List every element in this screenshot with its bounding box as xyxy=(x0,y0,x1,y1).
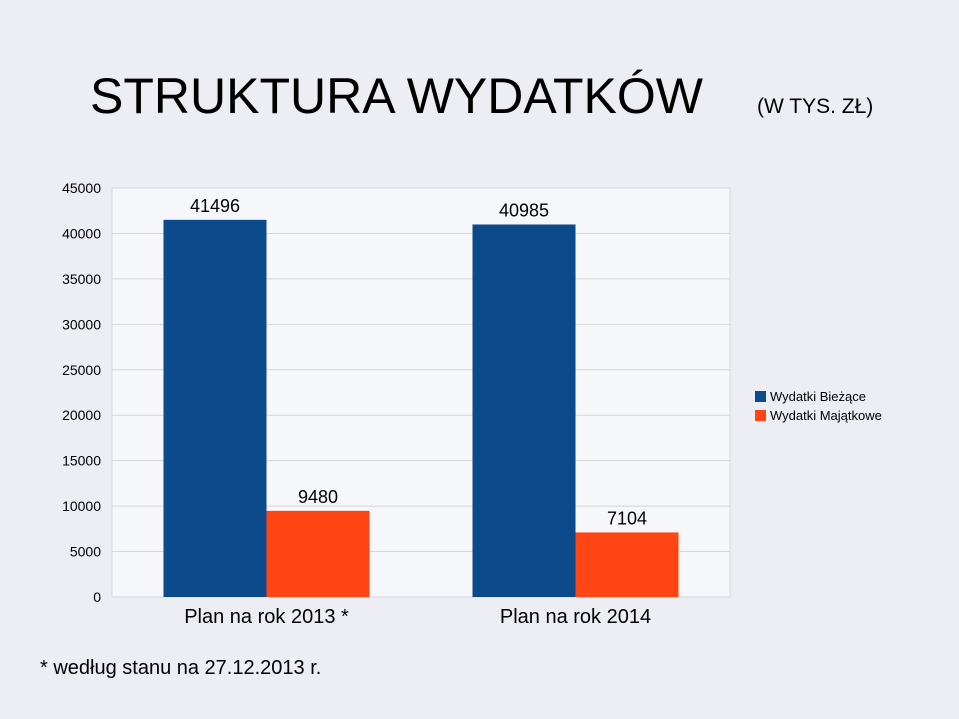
y-tick-label: 30000 xyxy=(62,316,101,332)
x-tick-label: Plan na rok 2014 xyxy=(500,606,651,628)
data-label: 41496 xyxy=(190,196,240,216)
y-tick-label: 45000 xyxy=(62,180,101,196)
bar xyxy=(472,224,576,597)
y-tick-label: 25000 xyxy=(62,362,101,378)
y-tick-label: 20000 xyxy=(62,407,101,423)
legend-swatch xyxy=(755,391,766,402)
y-tick-label: 15000 xyxy=(62,453,101,469)
y-tick-label: 0 xyxy=(93,589,101,605)
data-label: 7104 xyxy=(607,508,647,528)
bar xyxy=(266,510,370,597)
bar xyxy=(163,219,267,597)
y-tick-label: 5000 xyxy=(70,544,101,560)
data-label: 40985 xyxy=(499,200,549,220)
legend-label: Wydatki Majątkowe xyxy=(770,408,882,423)
y-tick-label: 40000 xyxy=(62,225,101,241)
legend-swatch xyxy=(755,410,766,421)
x-tick-label: Plan na rok 2013 * xyxy=(184,606,349,628)
chart-subtitle: (W TYS. ZŁ) xyxy=(757,95,873,118)
chart-title: STRUKTURA WYDATKÓW xyxy=(90,68,704,124)
y-tick-label: 10000 xyxy=(62,498,101,514)
legend-label: Wydatki Bieżące xyxy=(770,389,866,404)
footnote: * według stanu na 27.12.2013 r. xyxy=(40,657,321,679)
y-tick-label: 35000 xyxy=(62,271,101,287)
bar xyxy=(575,532,679,597)
data-label: 9480 xyxy=(298,487,338,507)
